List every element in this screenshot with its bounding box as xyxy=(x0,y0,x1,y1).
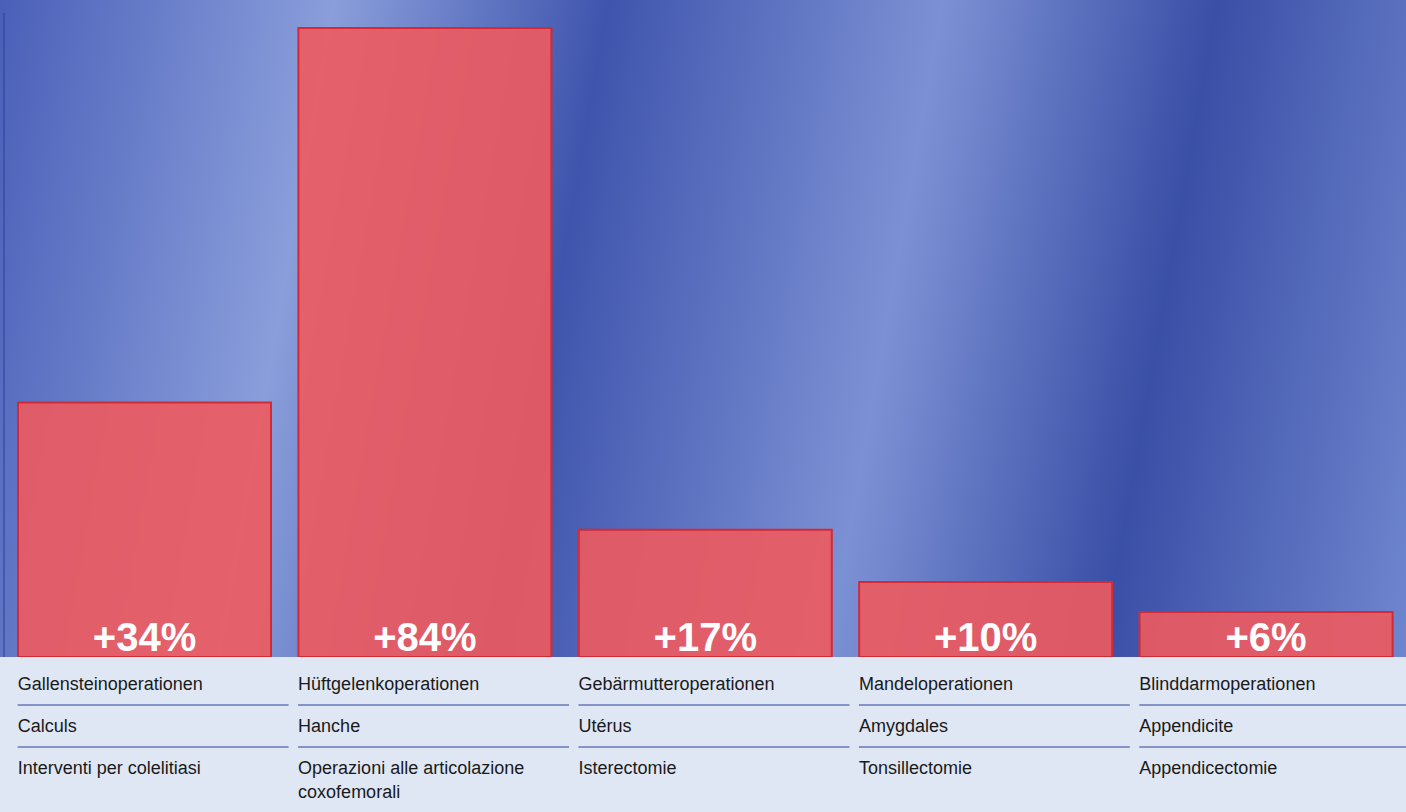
svg-text:Hüftgelenkoperationen: Hüftgelenkoperationen xyxy=(298,674,479,694)
svg-text:Operazioni alle articolazione: Operazioni alle articolazione xyxy=(298,758,524,778)
svg-text:+34%: +34% xyxy=(93,615,196,659)
svg-text:Appendicite: Appendicite xyxy=(1139,716,1233,736)
svg-text:Tonsillectomie: Tonsillectomie xyxy=(859,758,972,778)
svg-text:+10%: +10% xyxy=(934,615,1037,659)
svg-text:coxofemorali: coxofemorali xyxy=(298,782,400,802)
svg-text:Gebärmutteroperationen: Gebärmutteroperationen xyxy=(579,674,775,694)
svg-text:Amygdales: Amygdales xyxy=(859,716,948,736)
svg-text:Gallensteinoperationen: Gallensteinoperationen xyxy=(18,674,203,694)
svg-text:+84%: +84% xyxy=(373,615,476,659)
svg-text:Hanche: Hanche xyxy=(298,716,360,736)
svg-text:+17%: +17% xyxy=(654,615,757,659)
svg-text:Isterectomie: Isterectomie xyxy=(579,758,677,778)
svg-text:Interventi per colelitiasi: Interventi per colelitiasi xyxy=(18,758,201,778)
svg-text:Calculs: Calculs xyxy=(18,716,77,736)
svg-text:+6%: +6% xyxy=(1226,615,1307,659)
svg-text:Appendicectomie: Appendicectomie xyxy=(1139,758,1277,778)
svg-text:Blinddarmoperationen: Blinddarmoperationen xyxy=(1139,674,1315,694)
svg-text:Utérus: Utérus xyxy=(579,716,632,736)
svg-text:Mandeloperationen: Mandeloperationen xyxy=(859,674,1013,694)
